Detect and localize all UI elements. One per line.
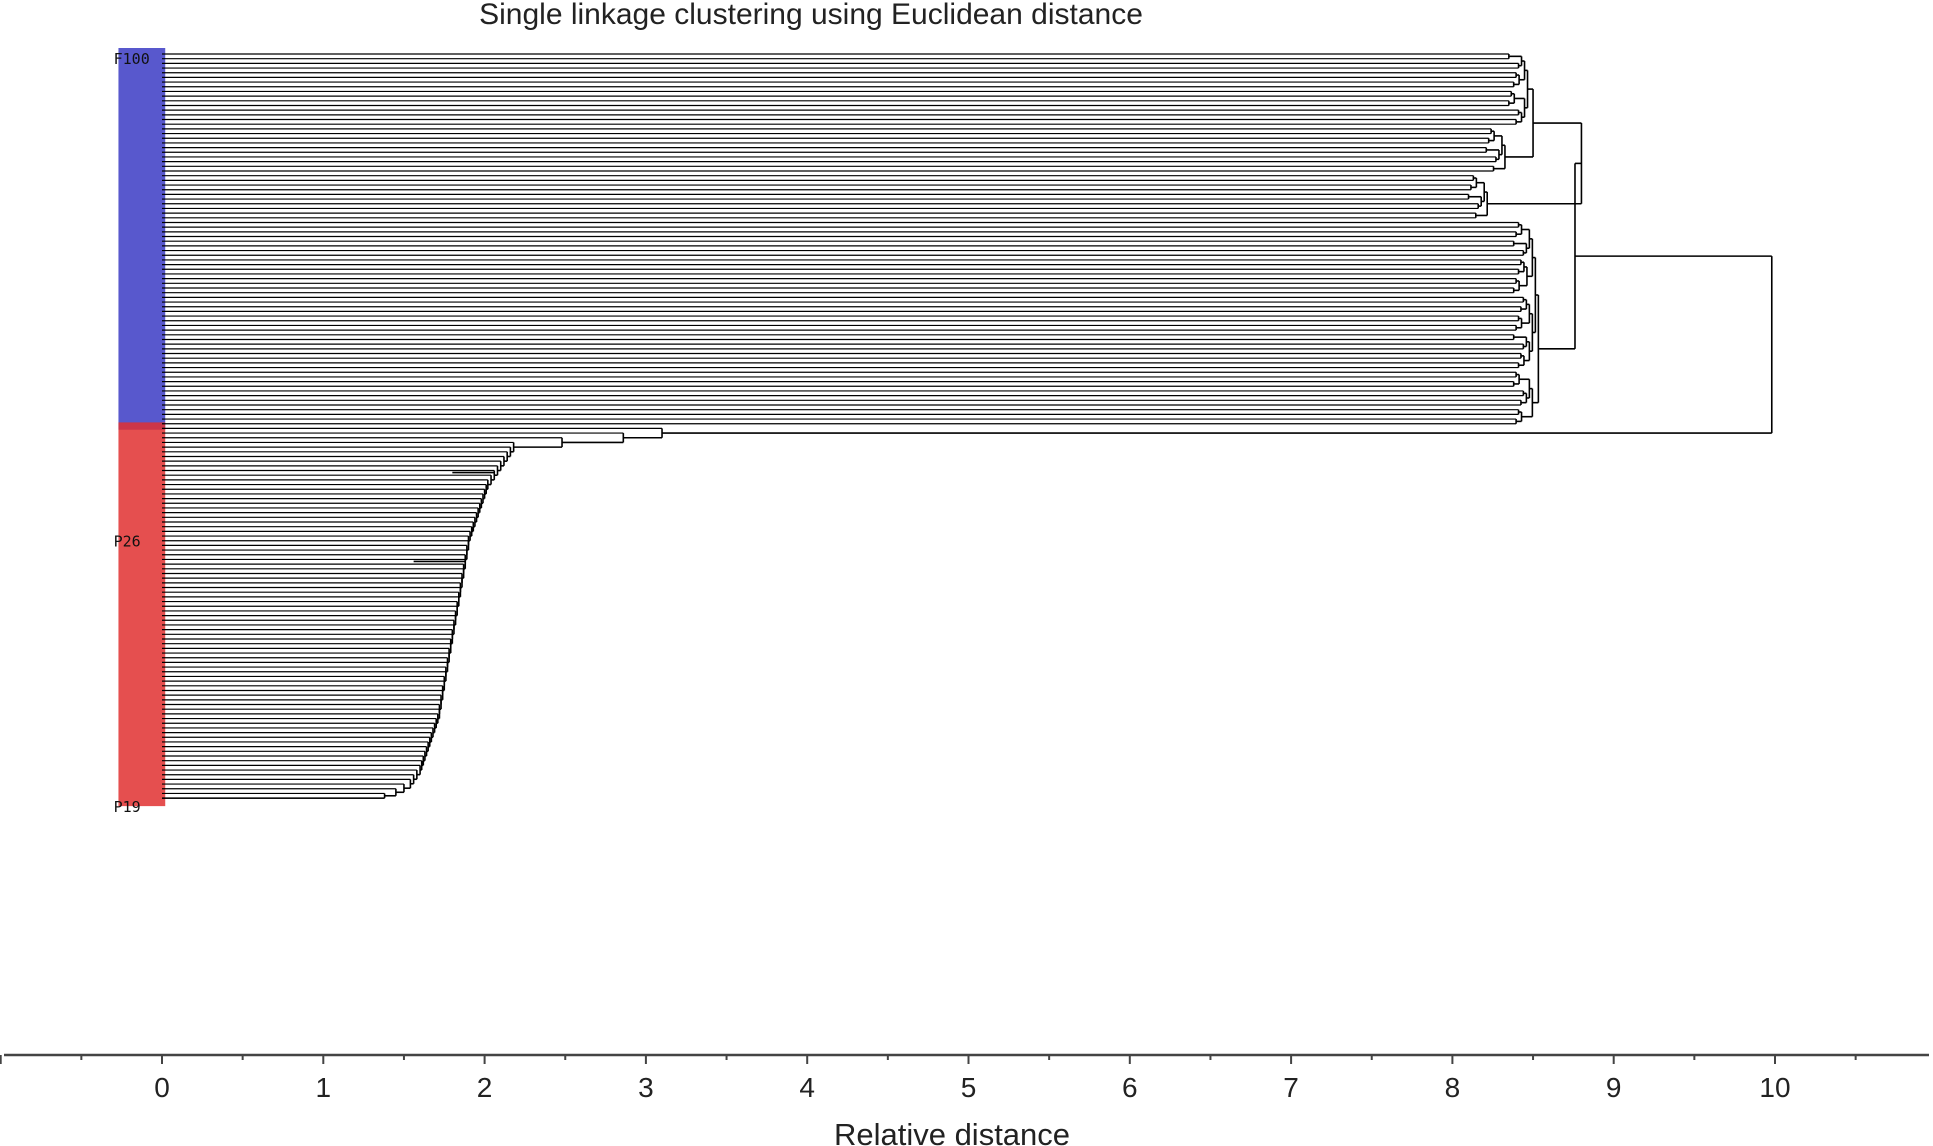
dendrogram-links — [162, 53, 1773, 799]
band-p — [118, 422, 166, 807]
band-f — [118, 48, 166, 430]
x-tick-label-8: 8 — [1445, 1072, 1461, 1103]
x-tick-label-0: 0 — [154, 1072, 170, 1103]
x-tick-label-10: 10 — [1759, 1072, 1790, 1103]
x-tick-label-3: 3 — [638, 1072, 654, 1103]
group-color-bands — [118, 48, 166, 807]
x-tick-label-1: 1 — [316, 1072, 332, 1103]
x-tick-label-7: 7 — [1283, 1072, 1299, 1103]
x-tick-label-4: 4 — [799, 1072, 815, 1103]
x-axis-label: Relative distance — [834, 1117, 1070, 1146]
leaf-label-f100: F100 — [114, 50, 150, 68]
leaf-labels: F100 P26 P19 — [114, 50, 150, 816]
x-tick-label-2: 2 — [477, 1072, 493, 1103]
leaf-label-p19: P19 — [114, 798, 141, 816]
x-tick-label-6: 6 — [1122, 1072, 1138, 1103]
leaf-label-p26: P26 — [114, 533, 141, 551]
chart-title: Single linkage clustering using Euclidea… — [479, 0, 1143, 31]
x-tick-label-9: 9 — [1606, 1072, 1622, 1103]
x-axis: 0 1 2 3 4 5 6 7 8 9 10 — [0, 1053, 1929, 1103]
x-tick-label-5: 5 — [961, 1072, 977, 1103]
